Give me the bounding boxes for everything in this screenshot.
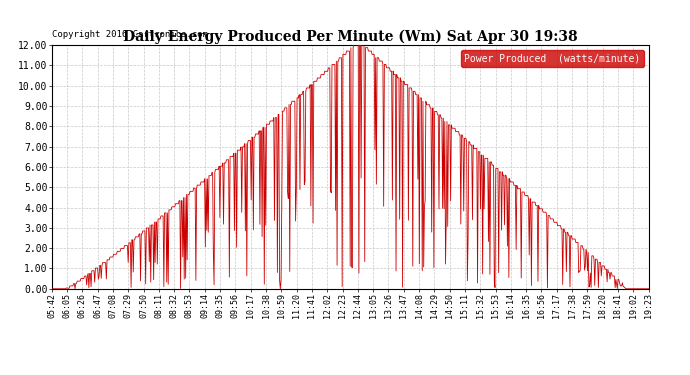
Title: Daily Energy Produced Per Minute (Wm) Sat Apr 30 19:38: Daily Energy Produced Per Minute (Wm) Sa…: [123, 30, 578, 44]
Text: Copyright 2016 Cartronics.com: Copyright 2016 Cartronics.com: [52, 30, 208, 39]
Legend: Power Produced  (watts/minute): Power Produced (watts/minute): [461, 50, 644, 67]
